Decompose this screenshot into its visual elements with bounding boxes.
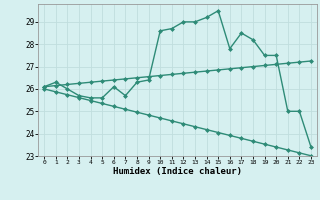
X-axis label: Humidex (Indice chaleur): Humidex (Indice chaleur)	[113, 167, 242, 176]
